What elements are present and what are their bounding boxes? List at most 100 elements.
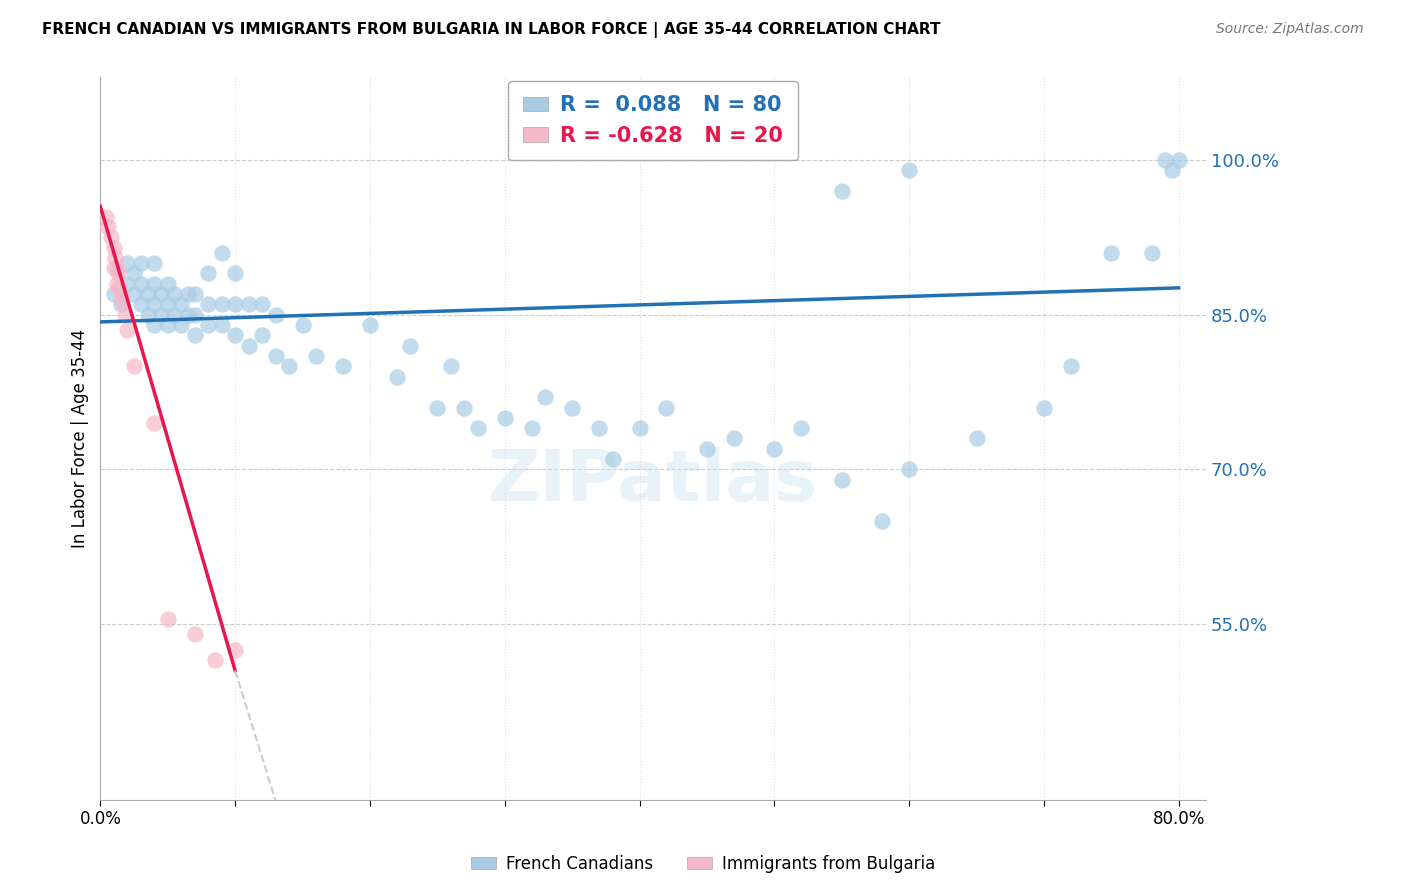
Point — [150, 308, 173, 322]
Point — [163, 308, 186, 322]
Point — [117, 256, 139, 270]
Point — [385, 369, 408, 384]
Point — [143, 297, 166, 311]
Point — [1154, 153, 1177, 167]
Point — [224, 267, 246, 281]
Legend: French Canadians, Immigrants from Bulgaria: French Canadians, Immigrants from Bulgar… — [464, 848, 942, 880]
Point — [238, 297, 260, 311]
Point — [117, 323, 139, 337]
Point — [97, 220, 120, 235]
Point — [224, 297, 246, 311]
Text: FRENCH CANADIAN VS IMMIGRANTS FROM BULGARIA IN LABOR FORCE | AGE 35-44 CORRELATI: FRENCH CANADIAN VS IMMIGRANTS FROM BULGA… — [42, 22, 941, 38]
Point — [170, 297, 193, 311]
Point — [150, 287, 173, 301]
Point — [103, 261, 125, 276]
Point — [588, 421, 610, 435]
Point — [211, 245, 233, 260]
Point — [696, 442, 718, 456]
Point — [602, 452, 624, 467]
Point — [467, 421, 489, 435]
Point — [136, 287, 159, 301]
Point — [204, 653, 226, 667]
Point — [156, 612, 179, 626]
Point — [494, 410, 516, 425]
Point — [107, 267, 129, 281]
Point — [103, 287, 125, 301]
Point — [103, 241, 125, 255]
Point — [156, 297, 179, 311]
Point — [108, 281, 131, 295]
Point — [453, 401, 475, 415]
Point — [831, 473, 853, 487]
Point — [104, 251, 127, 265]
Point — [105, 261, 128, 276]
Point — [183, 328, 205, 343]
Point — [129, 297, 152, 311]
Point — [1167, 153, 1189, 167]
Point — [105, 277, 128, 291]
Point — [143, 416, 166, 430]
Point — [278, 359, 301, 374]
Point — [763, 442, 786, 456]
Point — [170, 318, 193, 332]
Point — [250, 297, 273, 311]
Point — [1099, 245, 1122, 260]
Point — [177, 308, 200, 322]
Y-axis label: In Labor Force | Age 35-44: In Labor Force | Age 35-44 — [72, 329, 89, 548]
Point — [129, 277, 152, 291]
Point — [156, 277, 179, 291]
Point — [143, 318, 166, 332]
Point — [197, 297, 219, 311]
Point — [264, 349, 287, 363]
Point — [122, 359, 145, 374]
Point — [122, 267, 145, 281]
Point — [183, 308, 205, 322]
Point — [1140, 245, 1163, 260]
Point — [305, 349, 328, 363]
Point — [790, 421, 813, 435]
Point — [197, 318, 219, 332]
Point — [211, 318, 233, 332]
Point — [250, 328, 273, 343]
Legend: R =  0.088   N = 80, R = -0.628   N = 20: R = 0.088 N = 80, R = -0.628 N = 20 — [508, 80, 797, 161]
Point — [183, 627, 205, 641]
Point — [966, 432, 988, 446]
Point — [224, 328, 246, 343]
Point — [177, 287, 200, 301]
Point — [211, 297, 233, 311]
Point — [723, 432, 745, 446]
Point — [183, 287, 205, 301]
Point — [1032, 401, 1054, 415]
Point — [291, 318, 314, 332]
Point — [399, 338, 422, 352]
Point — [122, 287, 145, 301]
Point — [224, 643, 246, 657]
Point — [332, 359, 354, 374]
Point — [561, 401, 583, 415]
Point — [110, 287, 132, 301]
Point — [264, 308, 287, 322]
Point — [117, 277, 139, 291]
Point — [898, 163, 921, 178]
Point — [440, 359, 463, 374]
Point — [870, 514, 893, 528]
Point — [94, 210, 117, 224]
Point — [238, 338, 260, 352]
Point — [156, 318, 179, 332]
Point — [628, 421, 651, 435]
Text: Source: ZipAtlas.com: Source: ZipAtlas.com — [1216, 22, 1364, 37]
Point — [136, 308, 159, 322]
Point — [831, 184, 853, 198]
Point — [111, 295, 134, 310]
Point — [129, 256, 152, 270]
Point — [100, 230, 122, 244]
Text: ZIPatlas: ZIPatlas — [488, 447, 818, 516]
Point — [143, 277, 166, 291]
Point — [426, 401, 449, 415]
Point — [1161, 163, 1184, 178]
Point — [114, 308, 136, 322]
Point — [520, 421, 543, 435]
Point — [110, 297, 132, 311]
Point — [197, 267, 219, 281]
Point — [359, 318, 381, 332]
